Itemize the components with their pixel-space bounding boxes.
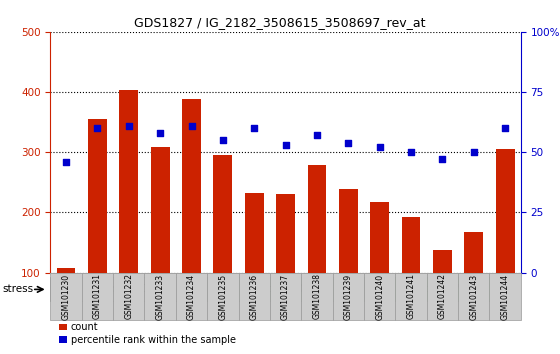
Bar [370, 201, 389, 333]
Point [218, 137, 227, 143]
FancyBboxPatch shape [176, 273, 207, 320]
Bar [182, 99, 201, 333]
FancyBboxPatch shape [427, 273, 458, 320]
Text: GSM101236: GSM101236 [250, 273, 259, 320]
Text: GSM101235: GSM101235 [218, 273, 227, 320]
Text: GSM101237: GSM101237 [281, 273, 290, 320]
Bar [213, 155, 232, 333]
FancyBboxPatch shape [207, 273, 239, 320]
Point [124, 123, 133, 129]
FancyBboxPatch shape [270, 273, 301, 320]
Text: GSM101239: GSM101239 [344, 273, 353, 320]
Bar [496, 149, 515, 333]
Text: GSM101233: GSM101233 [156, 273, 165, 320]
FancyBboxPatch shape [489, 273, 521, 320]
Text: GSM101242: GSM101242 [438, 274, 447, 319]
Text: stress: stress [3, 284, 34, 295]
Text: GSM101231: GSM101231 [93, 274, 102, 319]
Text: GSM101230: GSM101230 [62, 273, 71, 320]
Bar [433, 250, 452, 333]
Bar [402, 217, 421, 333]
Bar [307, 165, 326, 333]
Text: GSM101234: GSM101234 [187, 273, 196, 320]
Text: GSM101240: GSM101240 [375, 273, 384, 320]
Point [312, 132, 321, 138]
Text: GSM101244: GSM101244 [501, 273, 510, 320]
Point [469, 149, 478, 155]
Point [156, 130, 165, 136]
Text: GSM101238: GSM101238 [312, 274, 321, 319]
Point [62, 159, 71, 165]
Point [407, 149, 416, 155]
FancyBboxPatch shape [333, 273, 364, 320]
Point [438, 156, 447, 162]
FancyBboxPatch shape [113, 273, 144, 320]
Bar [119, 90, 138, 333]
Point [187, 123, 196, 129]
Bar [245, 193, 264, 333]
Point [344, 140, 353, 145]
FancyBboxPatch shape [144, 273, 176, 320]
Legend: count, percentile rank within the sample: count, percentile rank within the sample [55, 319, 240, 349]
Bar [276, 194, 295, 333]
Bar [464, 232, 483, 333]
Point [250, 125, 259, 131]
Text: GDS1827 / IG_2182_3508615_3508697_rev_at: GDS1827 / IG_2182_3508615_3508697_rev_at [134, 16, 426, 29]
Bar [57, 268, 76, 333]
Point [375, 144, 384, 150]
Point [501, 125, 510, 131]
Text: pH 7.0: pH 7.0 [267, 284, 304, 294]
FancyBboxPatch shape [458, 273, 489, 320]
Text: pH 5.0: pH 5.0 [110, 284, 147, 294]
Text: GSM101241: GSM101241 [407, 274, 416, 319]
FancyBboxPatch shape [364, 278, 521, 301]
FancyBboxPatch shape [207, 278, 364, 301]
Point [93, 125, 102, 131]
Bar [88, 119, 107, 333]
Bar [151, 147, 170, 333]
FancyBboxPatch shape [50, 273, 82, 320]
FancyBboxPatch shape [301, 273, 333, 320]
Text: GSM101232: GSM101232 [124, 274, 133, 319]
FancyBboxPatch shape [82, 273, 113, 320]
FancyBboxPatch shape [364, 273, 395, 320]
FancyBboxPatch shape [239, 273, 270, 320]
Bar [339, 189, 358, 333]
Text: GSM101243: GSM101243 [469, 273, 478, 320]
Point [281, 142, 290, 148]
FancyBboxPatch shape [395, 273, 427, 320]
Text: pH 8.7: pH 8.7 [424, 284, 461, 294]
FancyBboxPatch shape [50, 278, 207, 301]
